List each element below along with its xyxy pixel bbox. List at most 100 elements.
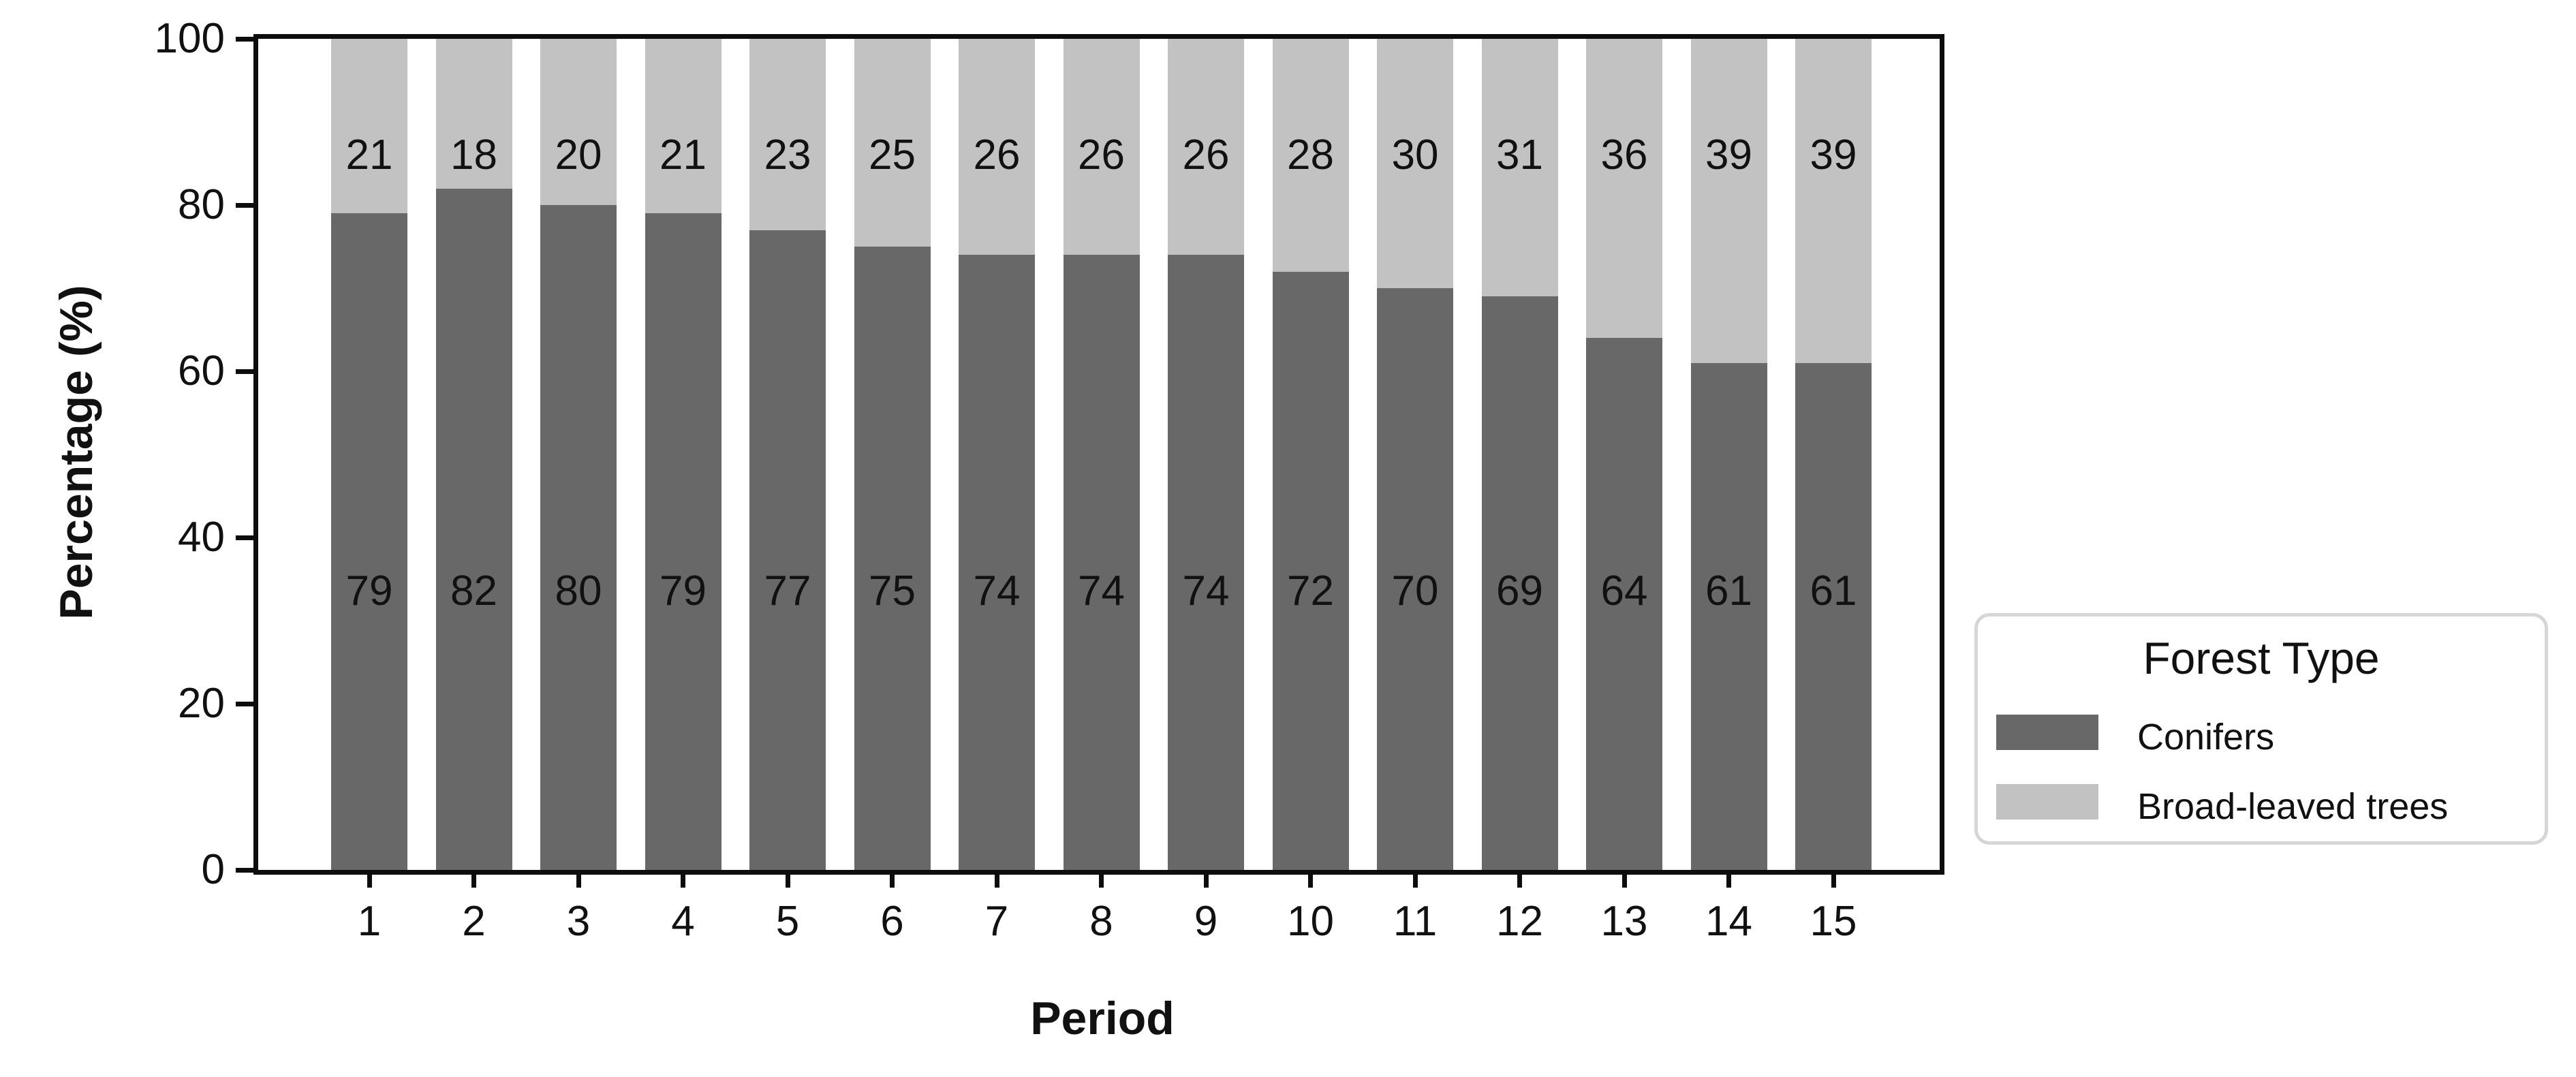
bar-segment-conifers (645, 213, 721, 870)
x-tick-mark (1831, 870, 1836, 888)
bar-segment-broadleaved (1481, 39, 1558, 297)
y-tick-label: 40 (178, 514, 225, 561)
x-tick-label: 2 (462, 898, 486, 945)
bar-segment-conifers (1481, 296, 1558, 870)
bar-segment-broadleaved (1168, 39, 1244, 255)
y-tick-mark (236, 701, 253, 706)
bar-segment-broadleaved (1063, 39, 1140, 255)
y-tick-mark (236, 369, 253, 374)
x-tick-mark (1099, 870, 1104, 888)
bar-segment-broadleaved (959, 39, 1035, 255)
bar-value-broadleaved: 26 (1078, 131, 1125, 178)
bar-value-conifers: 61 (1810, 567, 1857, 614)
y-axis-title: Percentage (%) (50, 285, 102, 620)
bar-value-broadleaved: 21 (659, 131, 707, 178)
legend-swatch-conifers (1996, 715, 2098, 750)
x-tick-label: 5 (775, 898, 800, 945)
bar-segment-broadleaved (331, 39, 407, 214)
bar-value-conifers: 61 (1705, 567, 1752, 614)
bar-value-conifers: 82 (450, 567, 497, 614)
bar-segment-conifers (1377, 288, 1453, 870)
bar-value-conifers: 69 (1496, 567, 1543, 614)
bar-value-conifers: 77 (764, 567, 811, 614)
bar-period-1: 21 79 (331, 39, 407, 870)
x-tick-label: 15 (1810, 898, 1857, 945)
x-tick-label: 8 (1089, 898, 1113, 945)
x-tick-label: 11 (1393, 898, 1438, 945)
bar-period-11: 30 70 (1377, 39, 1453, 870)
x-tick-label: 13 (1600, 898, 1648, 945)
bar-period-4: 21 79 (645, 39, 721, 870)
bar-segment-broadleaved (435, 39, 512, 189)
bar-segment-conifers (1063, 255, 1140, 870)
x-tick-label: 12 (1496, 898, 1543, 945)
x-tick-mark (1203, 870, 1209, 888)
bar-value-broadleaved: 39 (1810, 131, 1857, 178)
x-tick-mark (1726, 870, 1731, 888)
bar-value-conifers: 74 (973, 567, 1021, 614)
bar-period-5: 23 77 (749, 39, 826, 870)
bar-segment-broadleaved (1795, 39, 1872, 363)
x-tick-label: 14 (1705, 898, 1752, 945)
bar-value-broadleaved: 23 (764, 131, 811, 178)
bar-value-broadleaved: 18 (450, 131, 497, 178)
bar-segment-broadleaved (1690, 39, 1767, 363)
bar-segment-conifers (1272, 271, 1349, 870)
bar-period-12: 31 69 (1481, 39, 1558, 870)
bar-segment-conifers (854, 247, 931, 870)
legend: Forest Type Conifers Broad-leaved trees (1974, 613, 2548, 845)
bar-segment-conifers (1168, 255, 1244, 870)
bar-value-conifers: 64 (1600, 567, 1648, 614)
bar-segment-conifers (749, 230, 826, 870)
x-tick-label: 3 (566, 898, 591, 945)
bar-value-conifers: 75 (869, 567, 916, 614)
x-tick-label: 7 (984, 898, 1009, 945)
bar-period-2: 18 82 (435, 39, 512, 870)
bar-segment-broadleaved (1586, 39, 1662, 339)
bar-value-broadleaved: 31 (1496, 131, 1543, 178)
x-tick-label: 4 (671, 898, 695, 945)
bar-value-broadleaved: 26 (973, 131, 1021, 178)
bar-period-10: 28 72 (1272, 39, 1349, 870)
bar-value-conifers: 74 (1182, 567, 1230, 614)
bar-segment-conifers (1690, 362, 1767, 870)
bar-value-conifers: 74 (1078, 567, 1125, 614)
y-tick-label: 0 (201, 846, 225, 893)
legend-label-conifers: Conifers (2137, 717, 2275, 758)
y-tick-label: 80 (178, 181, 225, 228)
bar-value-broadleaved: 28 (1287, 131, 1334, 178)
x-axis-title: Period (1030, 993, 1175, 1044)
x-tick-mark (367, 870, 372, 888)
x-tick-mark (1517, 870, 1522, 888)
x-tick-label: 9 (1194, 898, 1218, 945)
bar-segment-conifers (435, 188, 512, 870)
bar-value-conifers: 79 (345, 567, 393, 614)
bar-period-8: 26 74 (1063, 39, 1140, 870)
bar-value-broadleaved: 21 (345, 131, 393, 178)
x-tick-mark (785, 870, 790, 888)
x-tick-mark (1308, 870, 1313, 888)
legend-swatch-broadleaved (1996, 784, 2098, 820)
bar-segment-conifers (959, 255, 1035, 870)
bar-segment-broadleaved (645, 39, 721, 214)
y-tick-mark (236, 36, 253, 42)
y-tick-label: 60 (178, 347, 225, 394)
bar-value-broadleaved: 26 (1182, 131, 1230, 178)
bar-period-7: 26 74 (959, 39, 1035, 870)
y-tick-mark (236, 202, 253, 208)
bar-value-broadleaved: 39 (1705, 131, 1752, 178)
legend-label-broadleaved: Broad-leaved trees (2137, 786, 2449, 827)
bar-period-9: 26 74 (1168, 39, 1244, 870)
bars-container: 21 79 18 82 20 80 21 79 23 77 25 75 26 74 26 74 26 74 28 72… (258, 39, 1940, 870)
bar-value-broadleaved: 25 (869, 131, 916, 178)
x-tick-mark (890, 870, 895, 888)
bar-period-3: 20 80 (540, 39, 617, 870)
x-tick-mark (576, 870, 581, 888)
bar-value-conifers: 79 (659, 567, 707, 614)
bar-value-conifers: 70 (1391, 567, 1439, 614)
bar-segment-broadleaved (854, 39, 931, 247)
bar-segment-broadleaved (1272, 39, 1349, 272)
x-tick-mark (1621, 870, 1627, 888)
bar-period-6: 25 75 (854, 39, 931, 870)
